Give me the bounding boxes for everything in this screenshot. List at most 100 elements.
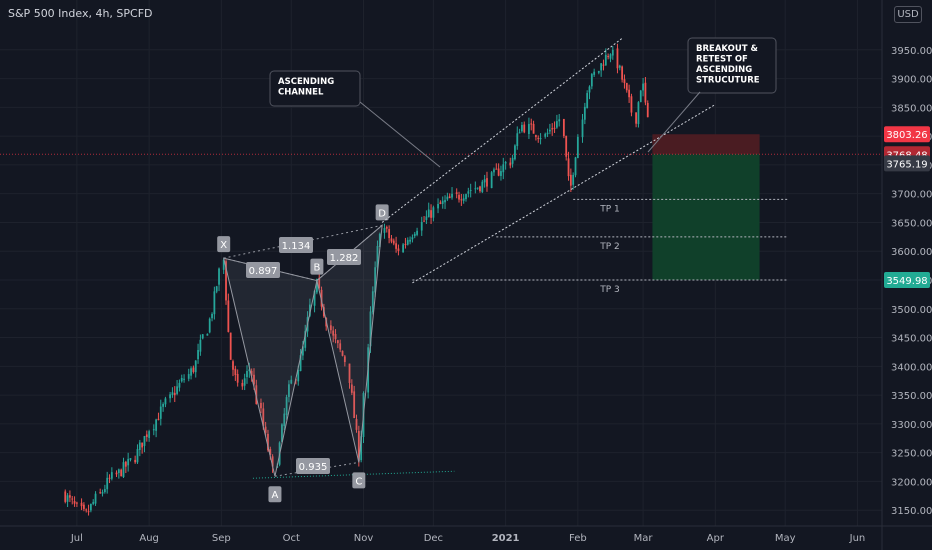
candle-body — [66, 495, 69, 502]
candle-body — [551, 128, 554, 130]
candle-body — [446, 196, 449, 200]
candle-body — [339, 343, 342, 350]
candle-body — [343, 356, 346, 363]
ratio-ac-label-bg — [296, 458, 330, 474]
candle-body — [623, 79, 626, 84]
candle-body — [590, 74, 593, 87]
candle-body — [360, 436, 363, 461]
candle-body — [395, 243, 398, 249]
candle-body — [115, 472, 118, 475]
candle-body — [155, 419, 158, 431]
candle-body — [635, 112, 637, 124]
candle-body — [260, 402, 262, 409]
x-tick-label: Oct — [283, 533, 300, 544]
candle-body — [486, 178, 488, 187]
ratio-xd-label-bg — [279, 237, 313, 253]
candle-body — [406, 240, 409, 245]
candle-body — [246, 371, 248, 378]
y-tick-label: 3400.00 — [891, 362, 932, 373]
candle-body — [621, 66, 624, 80]
candle-body — [371, 291, 374, 313]
channel-lower-line — [412, 104, 716, 284]
candle-body — [404, 243, 407, 245]
point-b-label: B — [313, 263, 320, 274]
candle-body — [397, 248, 400, 251]
candle-body — [544, 133, 547, 137]
x-tick-label: Dec — [424, 533, 443, 544]
target-label-tp3: TP 3 — [599, 285, 620, 295]
candle-body — [420, 222, 423, 231]
candle-body — [138, 442, 141, 450]
candle-body — [288, 384, 290, 397]
candle-body — [348, 363, 351, 383]
candle-body — [567, 158, 570, 177]
y-tick-label: 3700.00 — [891, 190, 932, 201]
candle-body — [71, 498, 74, 500]
drawings-layer: X A B C D 0.897 1.134 1.282 0.935 TP 1 TP 2 TP 3 ASC… — [0, 37, 882, 503]
currency-button[interactable]: USD — [894, 6, 922, 23]
candle-body — [176, 386, 178, 394]
candle-body — [637, 102, 640, 125]
candle-body — [409, 239, 411, 242]
point-c-label: C — [355, 476, 362, 487]
position-zones — [652, 134, 760, 281]
y-tick-label: 3450.00 — [891, 334, 932, 345]
candle-body — [390, 238, 393, 242]
candle-body — [476, 187, 479, 189]
candle-body — [369, 311, 372, 347]
candle-body — [229, 332, 232, 360]
stop-loss-zone — [652, 134, 760, 155]
candle-body — [500, 171, 502, 176]
candle-body — [320, 289, 323, 307]
candle-body — [122, 462, 125, 478]
candle-body — [523, 124, 526, 133]
candle-body — [281, 424, 283, 442]
y-tick-label: 3150.00 — [891, 506, 932, 517]
stop-price-tag-bg — [884, 126, 930, 143]
candle-body — [430, 210, 432, 218]
candle-body — [192, 367, 195, 372]
candle-body — [101, 492, 104, 494]
candle-body — [481, 181, 484, 193]
ratio-xb-label-bg — [246, 262, 280, 278]
y-tick-label: 3850.00 — [891, 103, 932, 114]
ascending-channel-callout-box — [269, 70, 361, 107]
candlestick-series — [64, 43, 649, 516]
candle-body — [283, 413, 286, 427]
y-tick-label: 3600.00 — [891, 247, 932, 258]
candle-body — [528, 123, 530, 134]
candle-body — [553, 127, 556, 129]
candle-body — [350, 384, 353, 393]
ratio-bd-label-bg — [327, 249, 361, 265]
candle-body — [267, 433, 269, 451]
candle-body — [425, 216, 428, 221]
candle-body — [357, 430, 360, 462]
candle-body — [124, 461, 127, 467]
candle-body — [82, 504, 85, 509]
y-tick-label: 3500.00 — [891, 305, 932, 316]
target-label-tp2: TP 2 — [599, 242, 620, 252]
candle-body — [378, 233, 381, 247]
candle-body — [493, 169, 495, 173]
y-tick-label: 3950.00 — [891, 46, 932, 57]
ratio-xd-label: 1.134 — [282, 241, 311, 252]
candle-body — [444, 200, 446, 203]
candle-body — [302, 346, 304, 356]
candle-body — [539, 138, 542, 140]
candle-body — [548, 129, 551, 132]
candle-body — [483, 179, 486, 183]
x-tick-label: Mar — [634, 533, 654, 544]
candle-body — [199, 339, 202, 352]
candle-body — [211, 313, 213, 319]
candle-body — [103, 489, 106, 493]
candle-body — [602, 64, 605, 66]
candle-body — [432, 207, 435, 218]
candle-body — [509, 162, 512, 166]
candle-body — [89, 503, 92, 511]
candle-body — [469, 189, 472, 191]
candle-body — [232, 361, 234, 370]
candle-body — [108, 477, 111, 479]
candle-body — [392, 240, 395, 244]
candle-body — [143, 436, 146, 446]
